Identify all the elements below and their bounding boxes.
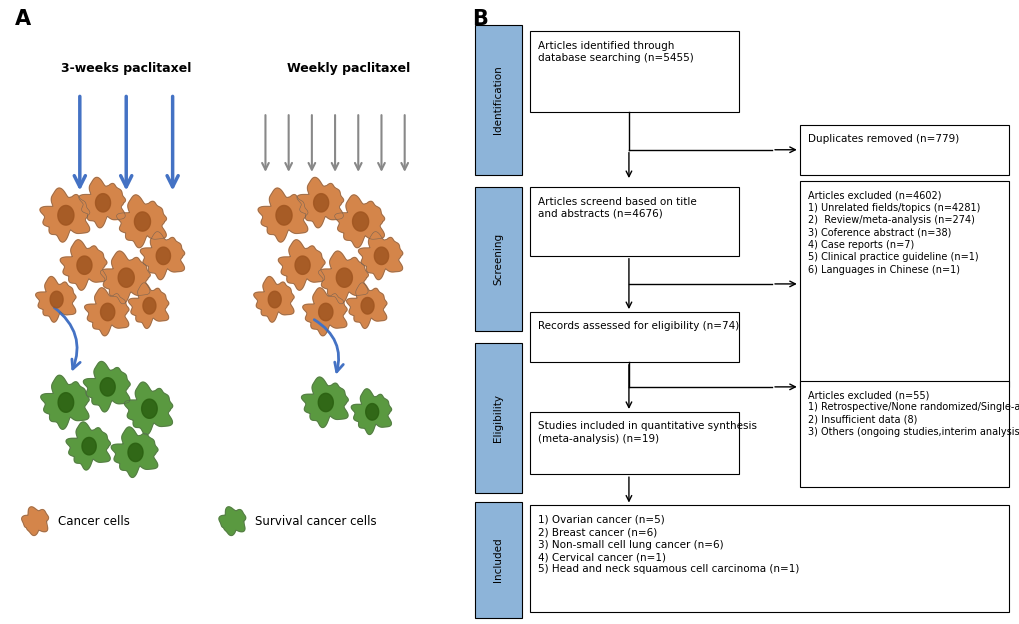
Polygon shape bbox=[96, 193, 110, 212]
Polygon shape bbox=[361, 298, 374, 314]
Polygon shape bbox=[346, 283, 386, 328]
Polygon shape bbox=[58, 205, 73, 225]
FancyBboxPatch shape bbox=[474, 25, 521, 175]
Text: Articles excluded (n=4602)
1) Unrelated fields/topics (n=4281)
2)  Review/meta-a: Articles excluded (n=4602) 1) Unrelated … bbox=[807, 190, 979, 275]
Polygon shape bbox=[21, 507, 49, 535]
Polygon shape bbox=[366, 404, 378, 420]
Text: A: A bbox=[15, 9, 31, 29]
FancyBboxPatch shape bbox=[799, 381, 1008, 487]
Text: Records assessed for eligibility (n=74): Records assessed for eligibility (n=74) bbox=[538, 321, 739, 331]
Polygon shape bbox=[124, 382, 172, 435]
FancyBboxPatch shape bbox=[799, 181, 1008, 387]
Polygon shape bbox=[336, 268, 352, 287]
Polygon shape bbox=[278, 240, 325, 290]
Polygon shape bbox=[358, 232, 403, 280]
Polygon shape bbox=[50, 291, 63, 308]
FancyBboxPatch shape bbox=[529, 31, 739, 112]
FancyBboxPatch shape bbox=[529, 312, 739, 362]
Polygon shape bbox=[111, 427, 158, 477]
Polygon shape bbox=[258, 188, 308, 242]
Polygon shape bbox=[353, 212, 368, 231]
Polygon shape bbox=[100, 378, 115, 396]
Polygon shape bbox=[36, 276, 75, 322]
Polygon shape bbox=[219, 507, 246, 535]
Polygon shape bbox=[294, 256, 310, 275]
Polygon shape bbox=[302, 377, 347, 427]
FancyBboxPatch shape bbox=[529, 187, 739, 256]
Text: Identification: Identification bbox=[492, 66, 502, 134]
Polygon shape bbox=[101, 303, 115, 321]
Polygon shape bbox=[142, 399, 157, 418]
Text: Articles excluded (n=55)
1) Retrospective/None randomized/Single-arm (n=40)
2) I: Articles excluded (n=55) 1) Retrospectiv… bbox=[807, 390, 1019, 437]
Text: Studies included in quantitative synthesis
(meta-analysis) (n=19): Studies included in quantitative synthes… bbox=[538, 421, 756, 444]
Polygon shape bbox=[85, 288, 128, 336]
Text: 1) Ovarian cancer (n=5)
2) Breast cancer (n=6)
3) Non-small cell lung cancer (n=: 1) Ovarian cancer (n=5) 2) Breast cancer… bbox=[538, 515, 799, 575]
Text: Survival cancer cells: Survival cancer cells bbox=[255, 515, 376, 527]
FancyBboxPatch shape bbox=[474, 343, 521, 493]
Polygon shape bbox=[141, 232, 184, 280]
Polygon shape bbox=[268, 291, 281, 308]
Polygon shape bbox=[82, 437, 96, 455]
Polygon shape bbox=[143, 298, 156, 314]
Polygon shape bbox=[84, 361, 130, 412]
Polygon shape bbox=[297, 177, 343, 228]
Polygon shape bbox=[76, 256, 92, 275]
Polygon shape bbox=[351, 389, 391, 434]
FancyBboxPatch shape bbox=[529, 505, 1008, 612]
Text: Eligibility: Eligibility bbox=[492, 394, 502, 442]
Polygon shape bbox=[254, 276, 293, 322]
Text: Weekly paclitaxel: Weekly paclitaxel bbox=[287, 62, 411, 76]
Polygon shape bbox=[127, 443, 143, 462]
Polygon shape bbox=[156, 247, 170, 265]
Text: Screening: Screening bbox=[492, 233, 502, 285]
Polygon shape bbox=[135, 212, 151, 231]
Polygon shape bbox=[58, 392, 73, 412]
Text: Articles identified through
database searching (n=5455): Articles identified through database sea… bbox=[538, 41, 693, 63]
Polygon shape bbox=[118, 268, 135, 287]
Polygon shape bbox=[313, 193, 328, 212]
FancyBboxPatch shape bbox=[474, 187, 521, 331]
Polygon shape bbox=[66, 422, 110, 470]
Polygon shape bbox=[303, 288, 346, 336]
Polygon shape bbox=[60, 240, 107, 290]
FancyBboxPatch shape bbox=[474, 502, 521, 618]
Text: 3-weeks paclitaxel: 3-weeks paclitaxel bbox=[61, 62, 192, 76]
Polygon shape bbox=[78, 177, 125, 228]
Polygon shape bbox=[40, 188, 90, 242]
Polygon shape bbox=[374, 247, 388, 265]
Text: Duplicates removed (n=779): Duplicates removed (n=779) bbox=[807, 134, 958, 144]
Polygon shape bbox=[100, 251, 150, 304]
Polygon shape bbox=[318, 303, 332, 321]
Text: Cancer cells: Cancer cells bbox=[57, 515, 129, 527]
FancyBboxPatch shape bbox=[529, 412, 739, 474]
Polygon shape bbox=[128, 283, 168, 328]
Polygon shape bbox=[334, 195, 384, 248]
Polygon shape bbox=[318, 251, 368, 304]
Text: B: B bbox=[472, 9, 487, 29]
Polygon shape bbox=[276, 205, 291, 225]
Polygon shape bbox=[41, 375, 89, 429]
Polygon shape bbox=[116, 195, 166, 248]
Text: Articles screend based on title
and abstracts (n=4676): Articles screend based on title and abst… bbox=[538, 197, 696, 219]
Text: Included: Included bbox=[492, 538, 502, 582]
Polygon shape bbox=[318, 393, 333, 412]
FancyBboxPatch shape bbox=[799, 125, 1008, 175]
